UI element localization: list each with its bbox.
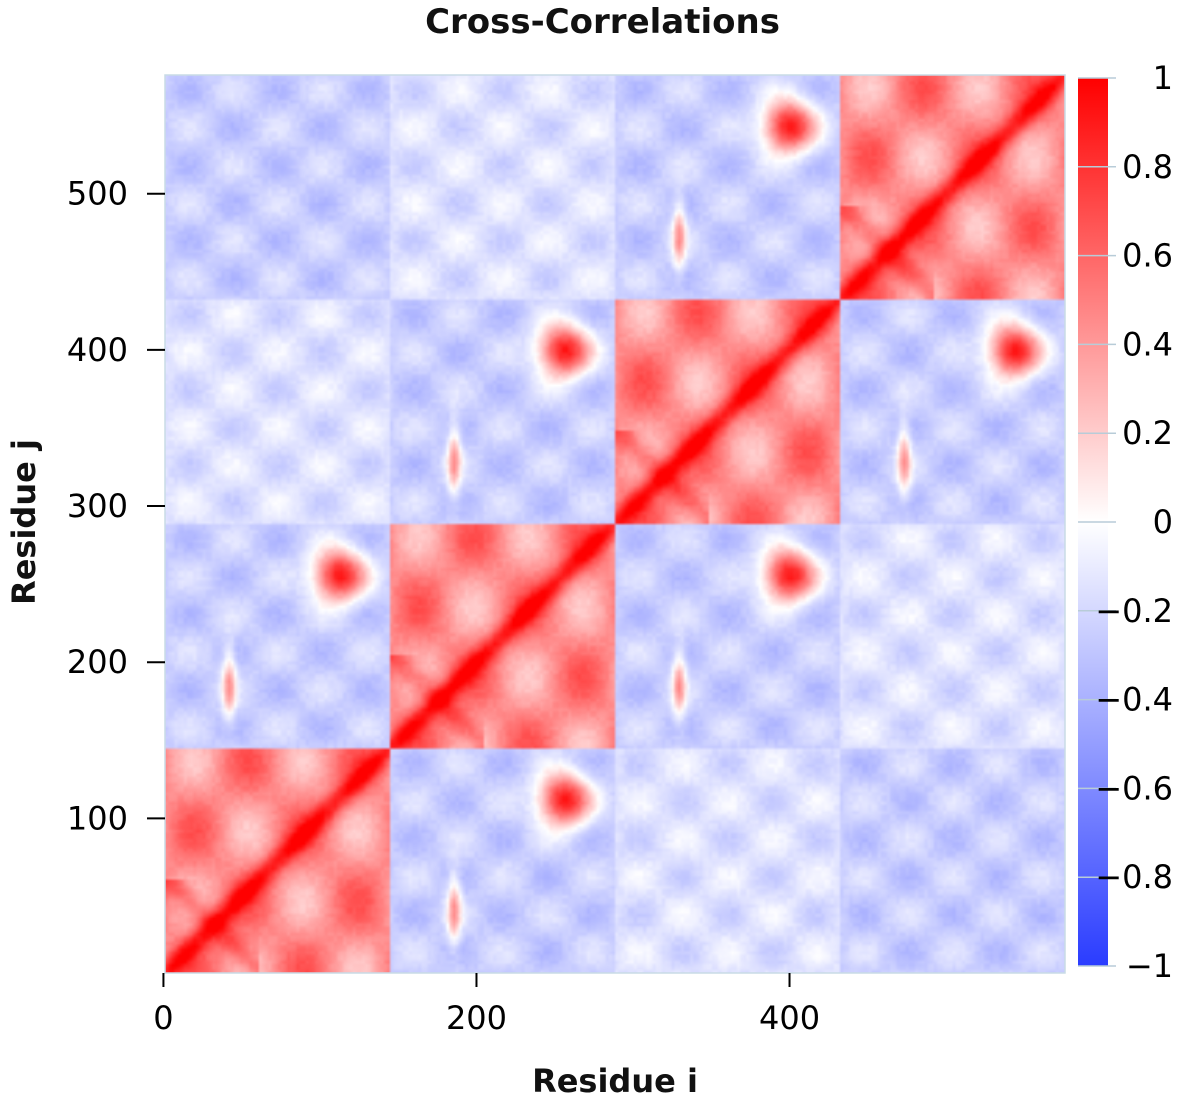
heatmap-frame	[164, 74, 1066, 974]
chart-title: Cross-Correlations	[425, 2, 780, 42]
colorbar-tick-label: 0.2	[1122, 414, 1173, 452]
x-axis: 0 200 400	[153, 973, 820, 1037]
y-tick-label: 300	[67, 487, 128, 525]
colorbar-tick-label: −0.4	[1095, 681, 1173, 719]
colorbar-tick-label: 0.6	[1122, 237, 1173, 275]
x-tick-label: 200	[446, 999, 507, 1037]
colorbar-tick-label: −1	[1126, 947, 1173, 985]
colorbar-ticks: 1 0.8 0.6 0.4 0.2 0 −0.2 −0.4 −0.6 −0.8 −1	[1078, 59, 1173, 985]
heatmap-image	[165, 75, 1065, 973]
y-tick-label: 400	[67, 331, 128, 369]
x-tick-label: 0	[153, 999, 173, 1037]
y-tick-label: 100	[67, 799, 128, 837]
colorbar-tick-label: −0.2	[1095, 592, 1173, 630]
x-axis-label: Residue i	[532, 1062, 698, 1100]
colorbar-tick-label: −0.6	[1095, 769, 1173, 807]
y-tick-label: 200	[67, 643, 128, 681]
colorbar-tick-label: 0.8	[1122, 148, 1173, 186]
y-tick-label: 500	[67, 175, 128, 213]
colorbar-tick-label: 1	[1153, 59, 1173, 97]
colorbar-tick-label: 0	[1153, 503, 1173, 541]
x-tick-label: 400	[759, 999, 820, 1037]
colorbar: 1 0.8 0.6 0.4 0.2 0 −0.2 −0.4 −0.6 −0.8 −1	[1078, 59, 1173, 985]
colorbar-tick-label: −0.8	[1095, 858, 1173, 896]
y-axis: 100 200 300 400 500	[67, 175, 165, 837]
colorbar-tick-label: 0.4	[1122, 325, 1173, 363]
